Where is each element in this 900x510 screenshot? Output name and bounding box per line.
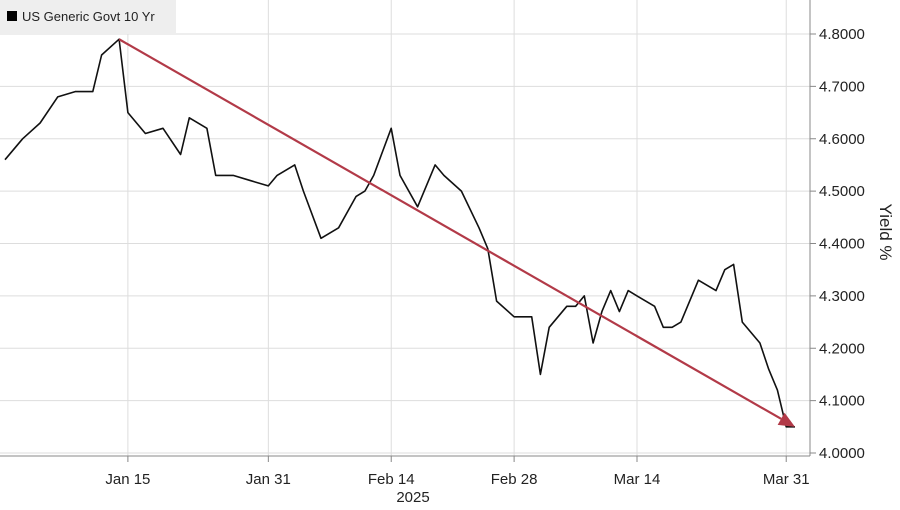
data-point [601,311,603,313]
y-tick-label: 4.7000 [819,78,865,95]
data-point [268,185,270,187]
y-tick-label: 4.8000 [819,26,865,43]
x-tick-label: Mar 31 [763,471,810,488]
data-point [566,306,568,308]
data-point [575,306,577,308]
data-point [698,279,700,281]
x-tick-label: Mar 14 [614,471,661,488]
data-point [592,342,594,344]
grid [0,0,810,456]
y-axis-title: Yield % [876,203,895,260]
data-point [22,138,24,140]
data-point [461,190,463,192]
legend: US Generic Govt 10 Yr [0,0,176,34]
x-tick-label: Jan 15 [105,471,150,488]
data-point [232,175,234,177]
data-point [548,327,550,329]
data-point [4,159,6,161]
data-point [74,91,76,93]
y-tick-label: 4.0000 [819,445,865,462]
data-point [654,306,656,308]
data-point [663,327,665,329]
data-point [724,269,726,271]
data-point [610,290,612,292]
legend-label: US Generic Govt 10 Yr [22,9,155,24]
data-point [57,96,59,98]
data-point [443,175,445,177]
data-point [759,342,761,344]
x-axis: Jan 15 Jan 31 Feb 14 Feb 28 Mar 14 Mar 31 [105,456,810,488]
legend-box [0,0,176,34]
data-point [294,164,296,166]
series-layer [4,38,795,428]
data-point [680,321,682,323]
data-point [390,128,392,130]
data-point [101,54,103,56]
data-point [513,316,515,318]
data-point [92,91,94,93]
trend-arrow-shaft [118,38,782,420]
data-point [127,112,129,114]
x-axis-year-label: 2025 [396,489,429,506]
data-point [189,117,191,119]
data-point [785,426,787,428]
y-tick-label: 4.2000 [819,340,865,357]
data-point [215,175,217,177]
data-point [355,196,357,198]
data-point [715,290,717,292]
data-point [206,128,208,130]
x-tick-label: Feb 28 [491,471,538,488]
data-point [320,238,322,240]
data-point [531,316,533,318]
y-tick-label: 4.1000 [819,393,865,410]
data-point [636,295,638,297]
data-point [777,389,779,391]
data-point [584,295,586,297]
data-point [162,128,164,130]
y-tick-label: 4.3000 [819,288,865,305]
data-point [303,190,305,192]
data-point [540,374,542,376]
data-point [338,227,340,229]
series-line [4,38,795,428]
data-point [619,311,621,313]
data-point [276,175,278,177]
data-point [496,300,498,302]
data-point [399,175,401,177]
y-tick-label: 4.5000 [819,183,865,200]
data-point [478,227,480,229]
data-point [364,190,366,192]
x-tick-label: Jan 31 [246,471,291,488]
data-point [627,290,629,292]
data-point [417,206,419,208]
data-point [180,154,182,156]
data-point [733,264,735,266]
trend-arrow-layer [118,38,795,427]
legend-swatch [7,11,17,21]
data-point [434,164,436,166]
trend-arrow-head [777,412,795,427]
data-point [145,133,147,135]
data-point [742,321,744,323]
y-axis: 4.0000 4.1000 4.2000 4.3000 4.4000 4.5000 4.60… [0,0,865,462]
data-point [671,327,673,329]
data-point [768,368,770,370]
data-point [39,122,41,124]
y-tick-label: 4.4000 [819,236,865,253]
y-tick-label: 4.6000 [819,131,865,148]
data-point [250,180,252,182]
x-tick-label: Feb 14 [368,471,415,488]
data-point [373,175,375,177]
